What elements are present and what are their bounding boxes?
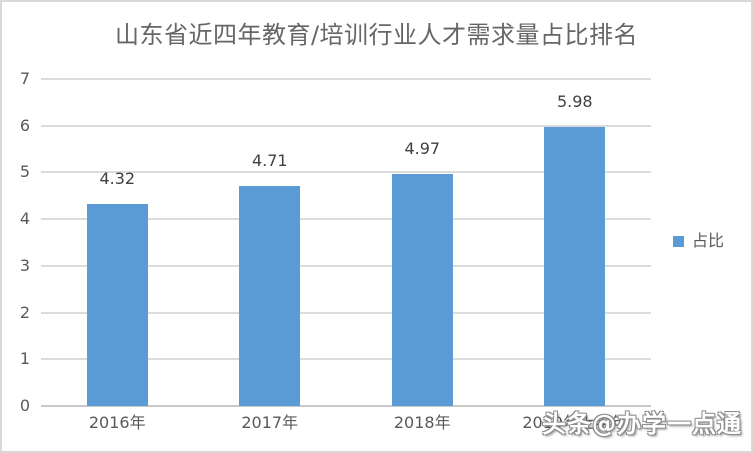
- bar-value-label: 5.98: [556, 91, 593, 111]
- y-axis-tick-label: 6: [19, 115, 30, 135]
- legend-swatch: [673, 235, 684, 247]
- x-axis-tick-label: 2019年上半年: [522, 413, 628, 432]
- bar-value-label: 4.97: [404, 138, 441, 158]
- y-gridline: [41, 124, 651, 127]
- y-axis-tick-label: 2: [19, 302, 30, 322]
- x-axis-tick-label: 2016年: [88, 413, 146, 432]
- bar: [544, 126, 606, 406]
- bar: [391, 173, 453, 406]
- y-axis-tick-label: 0: [19, 396, 30, 415]
- x-axis-tick-label: 2017年: [241, 413, 299, 432]
- x-axis-tick-label: 2018年: [393, 413, 451, 432]
- bar: [239, 185, 301, 406]
- x-axis-line: [41, 405, 651, 407]
- legend-label: 占比: [692, 231, 725, 250]
- y-axis-tick-label: 5: [19, 162, 30, 182]
- y-gridline: [41, 78, 651, 80]
- y-axis-tick-label: 4: [19, 209, 30, 229]
- bar-value-label: 4.32: [99, 169, 136, 189]
- y-axis-tick-label: 7: [19, 69, 30, 88]
- bar-value-label: 4.71: [251, 150, 288, 170]
- y-axis-tick-label: 3: [19, 255, 30, 275]
- y-gridline: [41, 264, 651, 267]
- y-gridline: [41, 171, 651, 174]
- y-gridline: [41, 311, 651, 314]
- y-gridline: [41, 218, 651, 221]
- bar: [86, 204, 148, 406]
- watermark: 头条@办学一点通: [542, 410, 742, 438]
- legend: 占比: [673, 231, 724, 251]
- y-gridline: [41, 358, 651, 361]
- y-axis-tick-label: 1: [19, 349, 30, 369]
- chart-title: 山东省近四年教育/培训行业人才需求量占比排名: [114, 21, 639, 49]
